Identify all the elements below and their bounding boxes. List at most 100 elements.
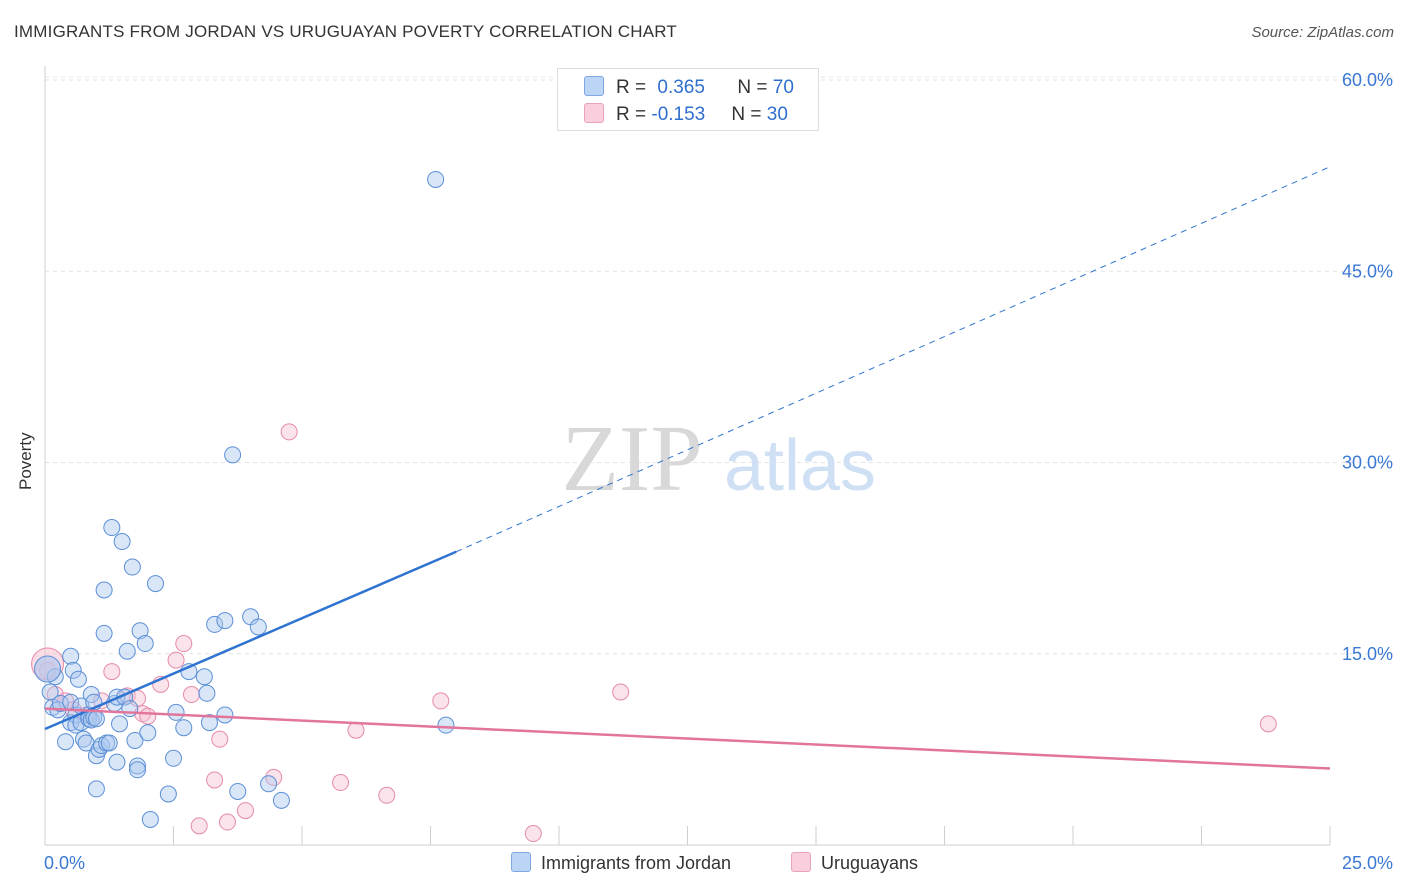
data-point-jordan <box>216 612 234 630</box>
data-point-jordan <box>427 170 445 188</box>
data-point-uruguayans <box>167 651 185 669</box>
data-point-jordan <box>165 749 182 767</box>
data-point-uruguayans <box>332 774 350 792</box>
data-point-jordan <box>118 642 136 660</box>
data-point-jordan <box>62 647 80 665</box>
watermark-atlas: atlas <box>724 426 876 506</box>
data-point-jordan <box>139 724 157 742</box>
data-point-jordan <box>206 615 224 633</box>
chart-title: IMMIGRANTS FROM JORDAN VS URUGUAYAN POVE… <box>14 22 677 41</box>
bottom-legend-label-jordan: Immigrants from Jordan <box>541 853 732 873</box>
legend-n-value: 30 <box>766 104 788 125</box>
y-tick-label: 30.0% <box>1342 453 1393 473</box>
data-point-uruguayans <box>378 786 396 804</box>
data-point-jordan <box>64 661 82 679</box>
legend-swatch-jordan <box>584 76 604 96</box>
data-point-uruguayans <box>190 817 208 835</box>
legend-row-jordan: R = 0.365 N = 70 <box>584 76 794 98</box>
legend-r-value: 0.365 <box>657 77 705 98</box>
tick-labels: 15.0% 30.0% 45.0% 60.0% 0.0% 25.0% <box>44 70 1393 873</box>
data-point-uruguayans <box>347 721 365 739</box>
bottom-legend-jordan: Immigrants from Jordan <box>511 852 731 874</box>
data-point-jordan <box>224 446 242 464</box>
x-tick-label: 25.0% <box>1342 853 1393 873</box>
y-tick-label: 60.0% <box>1342 70 1393 90</box>
y-tick-label: 15.0% <box>1342 644 1393 664</box>
legend-row-uruguayans: R = -0.153 N = 30 <box>584 103 788 125</box>
data-point-uruguayans <box>175 635 193 653</box>
data-point-jordan <box>229 782 247 800</box>
axes <box>44 66 1331 846</box>
data-point-jordan <box>100 734 118 752</box>
correlation-legend: R = 0.365 N = 70 R = -0.153 N = 30 <box>557 68 819 131</box>
trend-line-jordan <box>44 550 457 731</box>
legend-r-value: -0.153 <box>651 104 706 125</box>
data-point-uruguayans <box>211 730 229 748</box>
data-point-jordan <box>126 731 144 749</box>
data-point-uruguayans <box>1259 715 1277 733</box>
data-point-uruguayans <box>280 423 298 441</box>
legend-r-label: R = <box>616 77 652 98</box>
data-point-jordan <box>260 775 278 793</box>
data-point-uruguayans <box>103 663 121 681</box>
source-note: Source: ZipAtlas.com <box>1251 24 1394 41</box>
data-point-jordan <box>34 655 62 683</box>
data-point-jordan <box>87 710 105 728</box>
data-point-jordan <box>216 706 234 724</box>
legend-n-value: 70 <box>772 77 794 98</box>
data-point-jordan <box>69 670 87 688</box>
data-point-jordan <box>111 715 129 733</box>
data-point-jordan <box>147 575 165 593</box>
bottom-legend-swatch-jordan <box>511 852 531 872</box>
series-immigrants-from-jordan <box>34 170 455 828</box>
legend-n-label: N = <box>737 77 773 98</box>
data-point-jordan <box>272 791 290 809</box>
data-point-jordan <box>95 624 113 642</box>
data-point-jordan <box>129 757 147 775</box>
data-point-uruguayans <box>139 707 157 725</box>
data-point-jordan <box>123 558 141 576</box>
data-point-jordan <box>129 761 147 779</box>
bottom-legend-uruguayans: Uruguayans <box>791 852 918 874</box>
data-point-jordan <box>141 811 159 828</box>
bottom-legend-swatch-uruguayans <box>791 852 811 872</box>
data-point-jordan <box>57 733 75 751</box>
legend-n-label: N = <box>731 104 767 125</box>
data-point-jordan <box>136 635 154 653</box>
trend-line-uruguayans <box>44 707 1331 770</box>
x-tick-label: 0.0% <box>44 853 85 873</box>
watermark-zip: ZIP <box>562 407 703 511</box>
bottom-legend-label-uruguayans: Uruguayans <box>821 853 919 873</box>
data-point-jordan <box>103 519 121 537</box>
data-point-uruguayans <box>612 683 630 701</box>
data-point-jordan <box>167 703 185 721</box>
data-point-jordan <box>95 581 113 599</box>
data-point-jordan <box>113 533 131 551</box>
data-point-uruguayans <box>432 692 450 710</box>
data-point-jordan <box>44 698 62 716</box>
trend-lines <box>44 166 1331 770</box>
legend-r-label: R = <box>616 104 652 125</box>
data-point-jordan <box>249 618 267 636</box>
data-point-jordan <box>159 785 177 803</box>
data-point-uruguayans <box>182 686 200 704</box>
data-point-uruguayans <box>524 825 542 843</box>
legend-swatch-uruguayans <box>584 103 604 123</box>
grid-lines <box>45 76 1395 655</box>
data-point-jordan <box>198 684 216 702</box>
data-point-jordan <box>437 716 455 734</box>
data-point-jordan <box>200 714 218 732</box>
data-point-uruguayans <box>218 813 236 831</box>
data-point-jordan <box>108 753 126 771</box>
y-tick-label: 45.0% <box>1342 261 1393 281</box>
data-point-jordan <box>121 700 139 718</box>
data-point-jordan <box>195 668 213 686</box>
data-point-jordan <box>175 719 193 737</box>
trend-line-jordan-extension <box>455 166 1331 553</box>
data-point-uruguayans <box>236 802 254 820</box>
data-point-jordan <box>87 780 105 798</box>
data-point-jordan <box>131 622 149 640</box>
data-point-uruguayans <box>206 771 224 789</box>
y-axis-label: Poverty <box>16 432 35 490</box>
